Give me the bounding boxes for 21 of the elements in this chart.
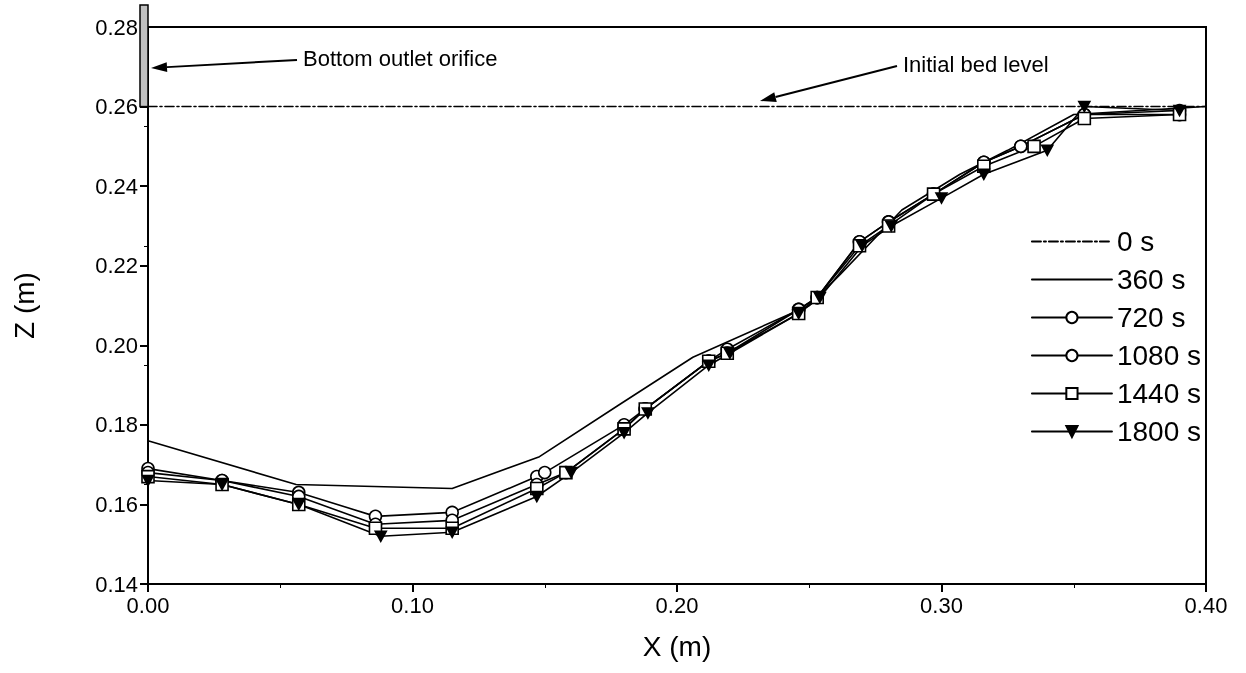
annotation: Initial bed level	[903, 51, 1049, 77]
legend-label: 1440 s	[1116, 378, 1202, 409]
y-tick-label: 0.24	[95, 173, 138, 199]
y-tick-label: 0.20	[95, 332, 138, 358]
legend-label: 1800 s	[1116, 416, 1202, 447]
legend-label: 1080 s	[1116, 340, 1202, 371]
x-axis-title: X (m)	[642, 630, 712, 662]
y-tick-label: 0.28	[95, 14, 138, 40]
x-tick-label: 0.30	[920, 592, 963, 618]
legend-label: 720 s	[1116, 302, 1186, 333]
x-tick-label: 0.10	[391, 592, 434, 618]
annotation: Bottom outlet orifice	[303, 45, 498, 71]
x-tick-label: 0.40	[1184, 592, 1228, 618]
legend-label: 0 s	[1116, 226, 1155, 257]
y-tick-label: 0.18	[95, 412, 138, 438]
legend-label: 360 s	[1116, 264, 1186, 295]
x-tick-label: 0.20	[655, 592, 699, 618]
y-tick-label: 0.26	[95, 94, 138, 120]
y-tick-label: 0.16	[95, 491, 138, 517]
y-axis-title: Z (m)	[8, 272, 40, 339]
y-tick-label: 0.22	[95, 253, 138, 279]
